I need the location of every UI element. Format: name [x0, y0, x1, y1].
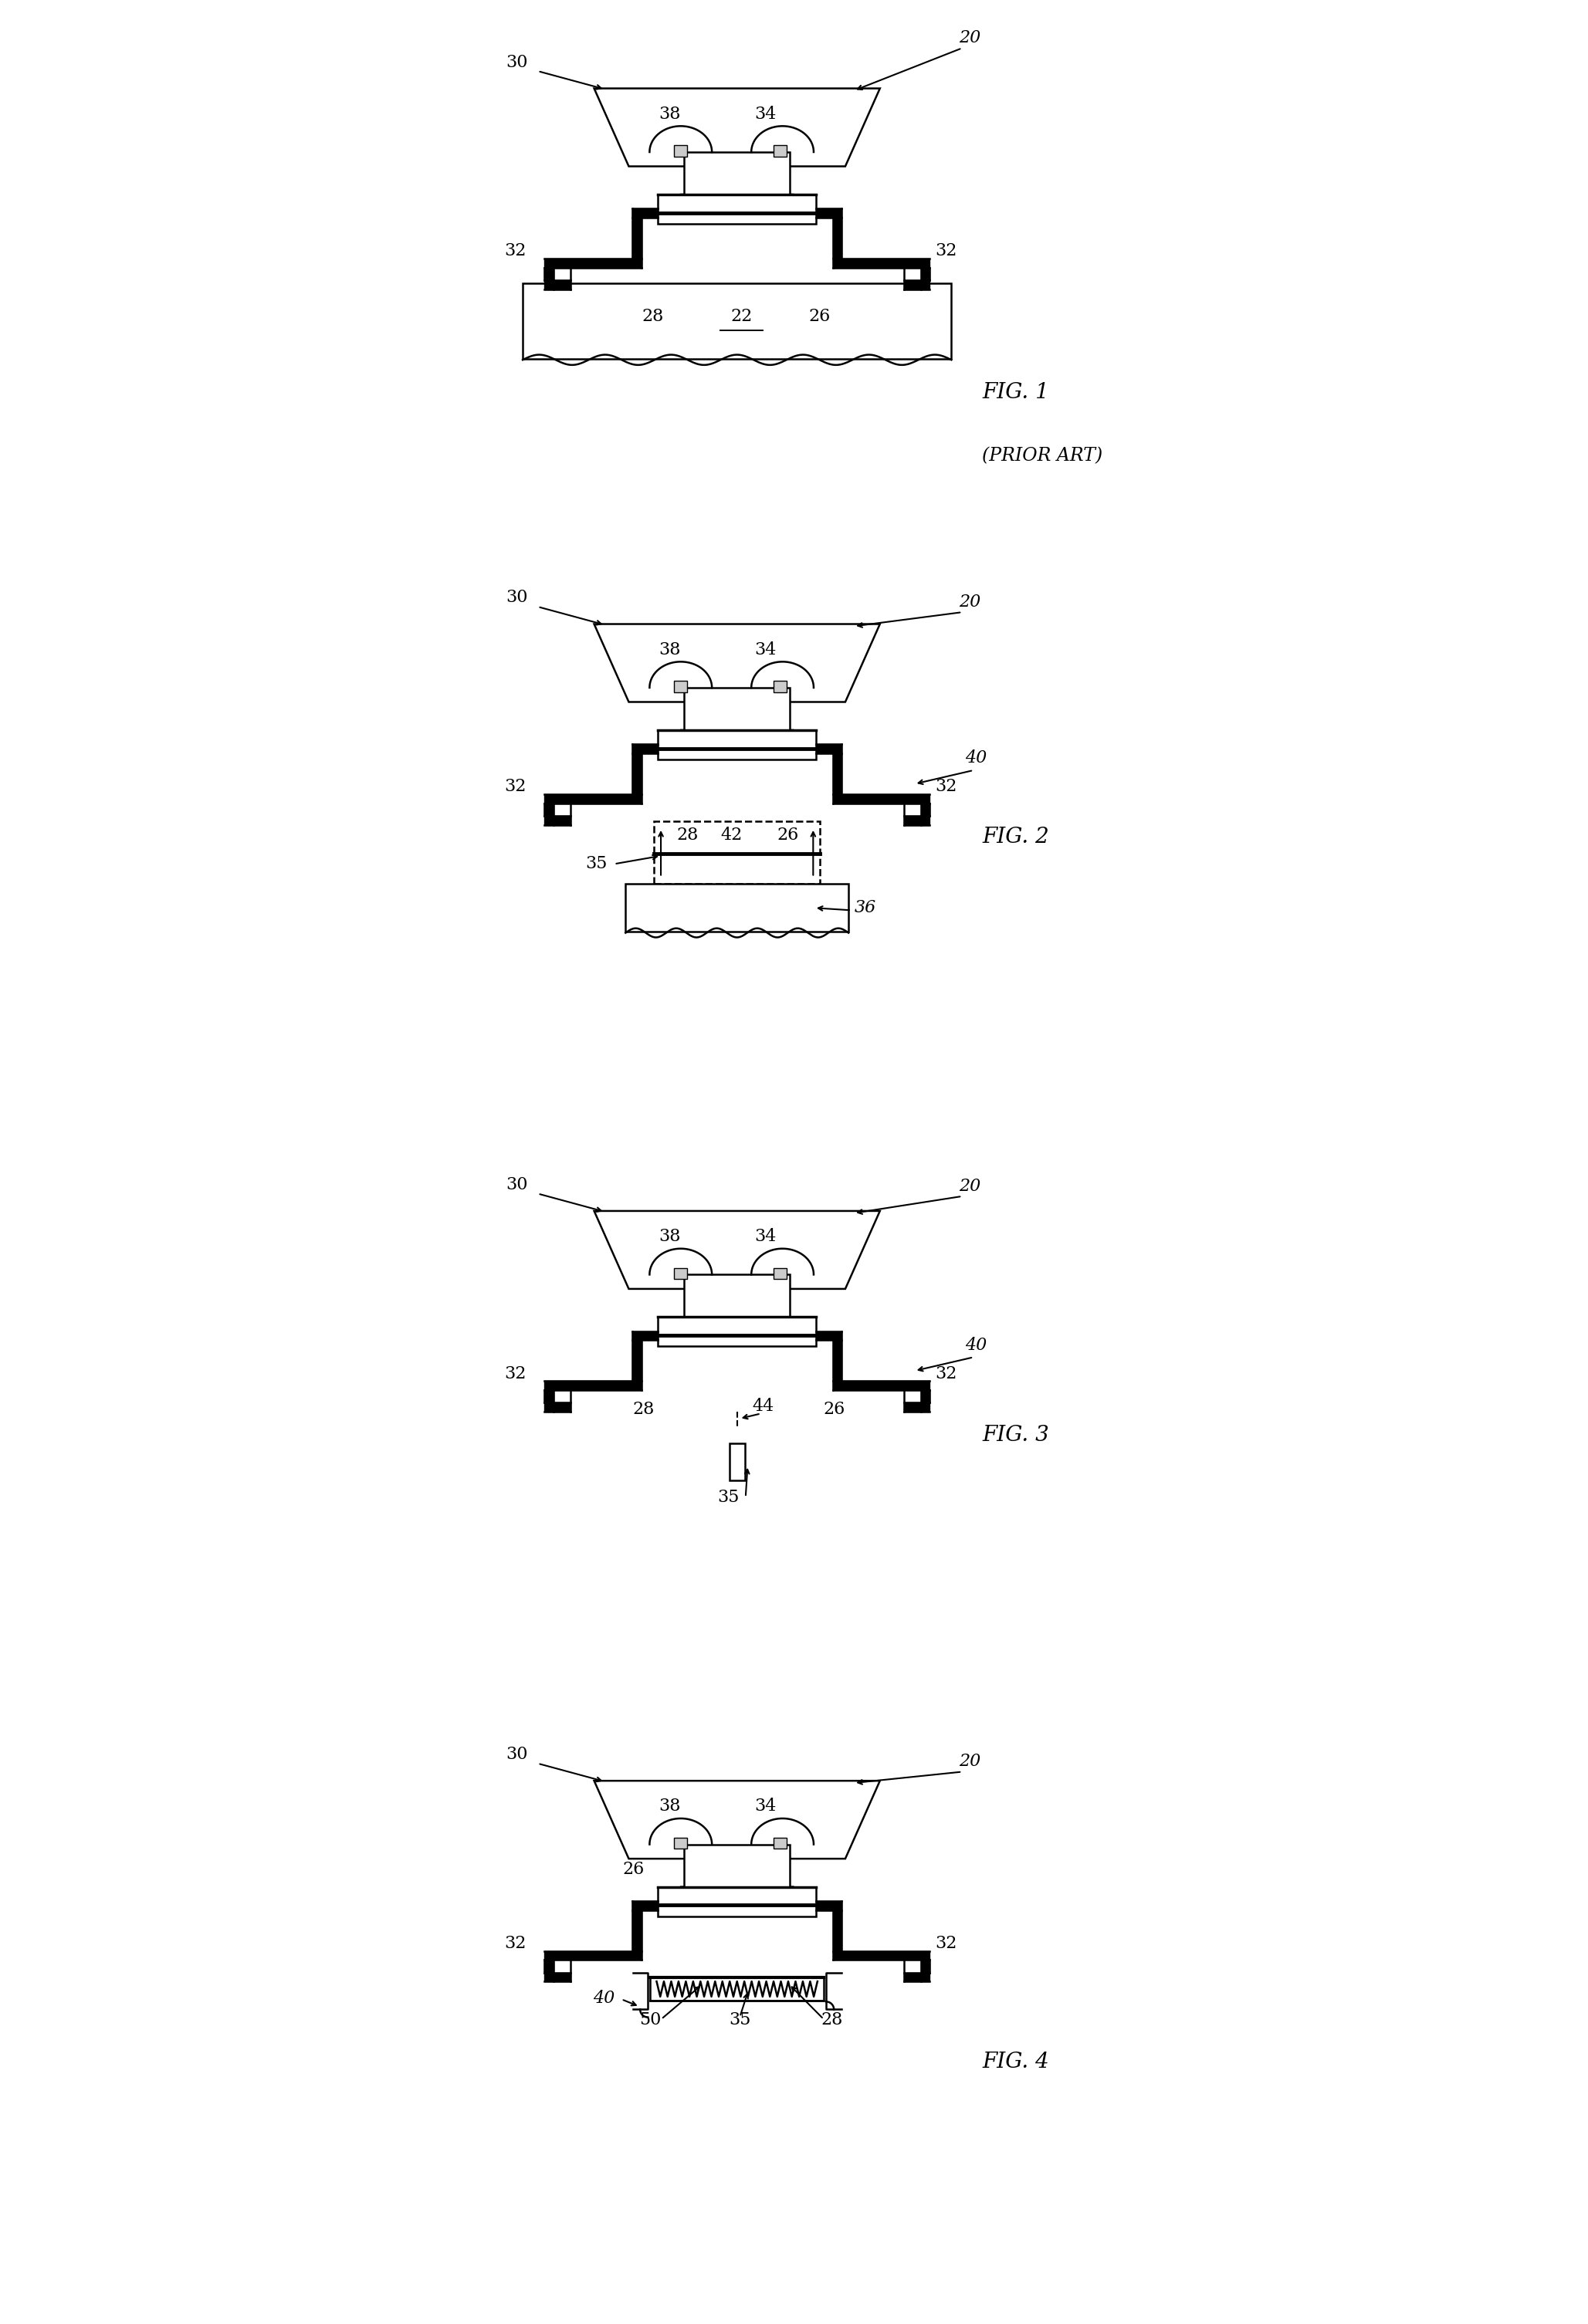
Text: 28: 28	[642, 307, 664, 325]
Text: 38: 38	[659, 105, 681, 123]
Text: 32: 32	[505, 1936, 526, 1952]
Text: 38: 38	[659, 1227, 681, 1246]
Bar	[675, 146, 688, 156]
Text: 50: 50	[640, 2013, 661, 2029]
Text: 34: 34	[754, 105, 777, 123]
Text: 22: 22	[730, 307, 753, 325]
Bar	[649, 1978, 824, 2001]
Text: 28: 28	[676, 827, 699, 844]
Text: 20: 20	[959, 593, 981, 611]
Text: FIG. 4: FIG. 4	[981, 2052, 1050, 2073]
Text: 36: 36	[854, 899, 877, 916]
Bar	[675, 1838, 688, 1850]
Text: 24: 24	[750, 165, 772, 181]
Text: 32: 32	[935, 779, 958, 795]
Bar	[684, 1274, 791, 1325]
Text: (PRIOR ART): (PRIOR ART)	[981, 446, 1102, 465]
Polygon shape	[594, 1780, 880, 1859]
Text: 30: 30	[507, 1745, 529, 1764]
Text: 35: 35	[718, 1490, 740, 1506]
Bar	[654, 820, 819, 883]
Text: 26: 26	[777, 827, 799, 844]
Bar	[657, 1318, 816, 1346]
Text: 34: 34	[754, 641, 777, 658]
Bar	[684, 1845, 791, 1894]
Bar	[657, 730, 816, 760]
Text: 28: 28	[634, 1401, 654, 1418]
Text: FIG. 2: FIG. 2	[981, 827, 1050, 848]
Text: 40: 40	[966, 1336, 986, 1353]
Text: 26: 26	[824, 1401, 845, 1418]
Text: FIG. 3: FIG. 3	[981, 1425, 1050, 1446]
Bar	[657, 1887, 816, 1917]
Text: 40: 40	[966, 751, 986, 767]
Text: 32: 32	[505, 779, 526, 795]
Polygon shape	[594, 1211, 880, 1290]
Text: 32: 32	[935, 242, 958, 260]
Text: 34: 34	[754, 1227, 777, 1246]
Text: 24: 24	[750, 700, 772, 718]
Text: 38: 38	[659, 1799, 681, 1815]
Text: 32: 32	[935, 1364, 958, 1383]
Polygon shape	[680, 730, 794, 737]
Bar	[675, 1269, 688, 1278]
Bar	[773, 1838, 786, 1850]
Text: 34: 34	[754, 1799, 777, 1815]
Text: 32: 32	[505, 1364, 526, 1383]
Text: FIG. 1: FIG. 1	[981, 381, 1050, 402]
Text: 26: 26	[808, 307, 831, 325]
Polygon shape	[594, 88, 880, 167]
Polygon shape	[680, 195, 794, 202]
Text: 42: 42	[721, 827, 742, 844]
Text: 30: 30	[507, 1176, 529, 1192]
Bar	[773, 146, 786, 156]
Bar	[684, 688, 791, 737]
Bar	[675, 681, 688, 693]
Bar	[657, 195, 816, 223]
Bar	[773, 1269, 786, 1278]
Text: 38: 38	[659, 641, 681, 658]
Text: 32: 32	[505, 242, 526, 260]
Text: 32: 32	[935, 1936, 958, 1952]
Polygon shape	[680, 1318, 794, 1325]
Text: 28: 28	[821, 2013, 843, 2029]
Text: 20: 20	[959, 30, 981, 46]
Polygon shape	[680, 1887, 794, 1894]
Bar	[626, 883, 848, 932]
Text: 20: 20	[959, 1178, 981, 1195]
Text: 40: 40	[592, 1989, 615, 2006]
Text: 30: 30	[507, 590, 529, 607]
Text: 44: 44	[753, 1399, 773, 1415]
Polygon shape	[594, 625, 880, 702]
Text: 35: 35	[729, 2013, 751, 2029]
Text: 20: 20	[959, 1752, 981, 1771]
Bar	[773, 681, 786, 693]
Text: 24: 24	[750, 1857, 772, 1873]
Bar	[729, 1443, 745, 1480]
Text: 30: 30	[507, 53, 529, 70]
Bar	[522, 284, 951, 358]
Text: 35: 35	[586, 855, 608, 872]
Text: 26: 26	[622, 1862, 645, 1878]
Text: 24: 24	[750, 1287, 772, 1304]
Bar	[684, 151, 791, 202]
